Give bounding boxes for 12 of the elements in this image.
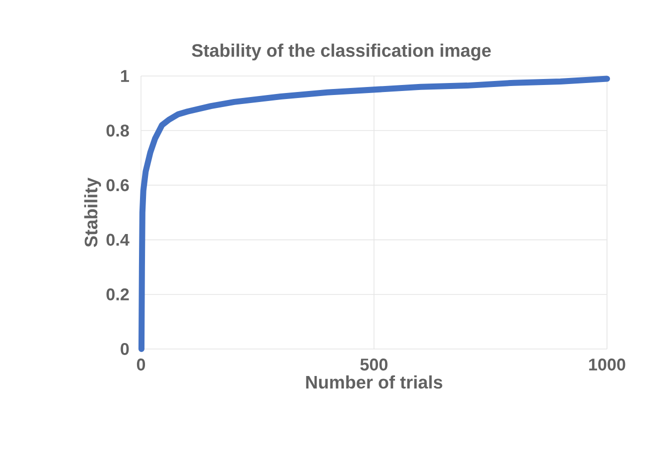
y-tick-label: 1 [121, 70, 130, 82]
x-tick-label: 1000 [589, 358, 626, 371]
y-tick-label: 0.6 [106, 179, 129, 192]
y-tick-label: 0.2 [106, 288, 129, 300]
x-tick-label: 500 [360, 358, 388, 371]
y-tick-label: 0.4 [106, 234, 130, 246]
y-tick-label: 0.8 [106, 124, 129, 137]
y-axis-title: Stability [84, 178, 102, 247]
x-tick-label: 0 [136, 358, 146, 371]
chart-title: Stability of the classification image [192, 44, 491, 60]
x-axis-title: Number of trials [306, 375, 442, 389]
y-tick-label: 0 [120, 342, 129, 356]
